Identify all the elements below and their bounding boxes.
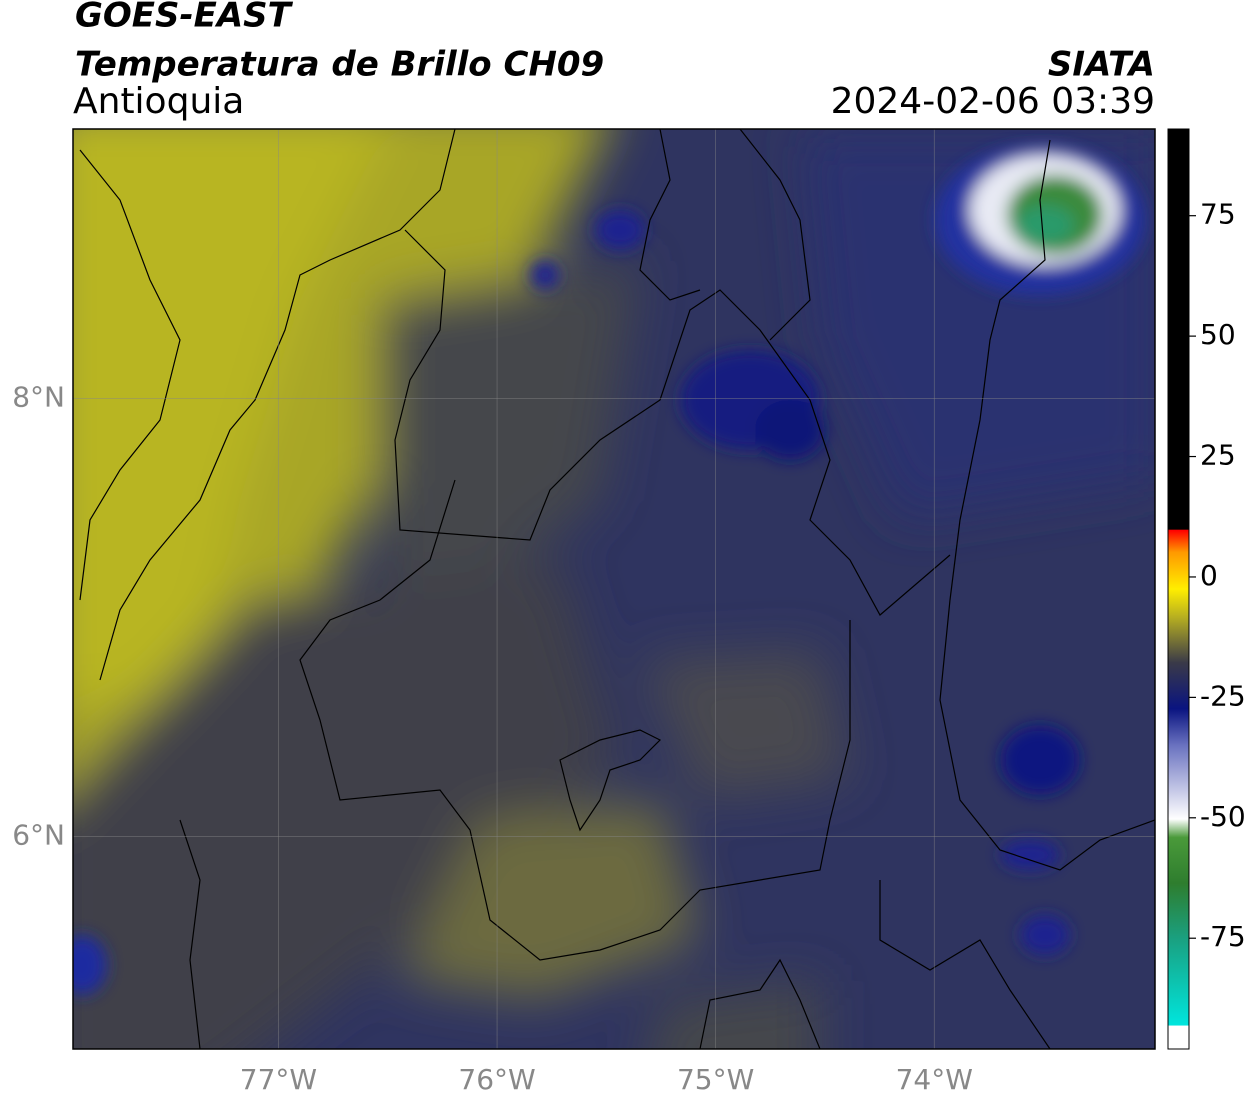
x-tick-label: 75°W xyxy=(677,1063,754,1096)
title: GOES-EAST xyxy=(75,0,294,36)
map xyxy=(73,129,1155,1049)
colorbar-tick-label: 50 xyxy=(1200,318,1236,351)
x-tick-label: 76°W xyxy=(458,1063,535,1096)
colorbar-tick-label: -50 xyxy=(1200,800,1246,833)
colorbar-tick-label: -75 xyxy=(1200,920,1246,953)
x-tick-label: 77°W xyxy=(240,1063,317,1096)
borders xyxy=(79,129,1155,1049)
colorbar-tick-label: 75 xyxy=(1200,198,1236,231)
subtitle: Temperatura de Brillo CH09 xyxy=(75,45,604,85)
map-frame xyxy=(72,128,1156,1050)
datetime: 2024-02-06 03:39 xyxy=(831,81,1155,122)
y-tick-label: 8°N xyxy=(12,380,65,413)
colorbar-tick-label: -25 xyxy=(1200,679,1246,712)
y-tick-label: 6°N xyxy=(12,819,65,852)
colorbar xyxy=(1167,128,1190,1050)
source: SIATA xyxy=(1048,45,1155,85)
colorbar-tick-label: 0 xyxy=(1200,559,1218,592)
region: Antioquia xyxy=(73,81,244,122)
x-tick-label: 74°W xyxy=(896,1063,973,1096)
colorbar-tick-label: 25 xyxy=(1200,439,1236,472)
graticule xyxy=(73,129,1155,1049)
